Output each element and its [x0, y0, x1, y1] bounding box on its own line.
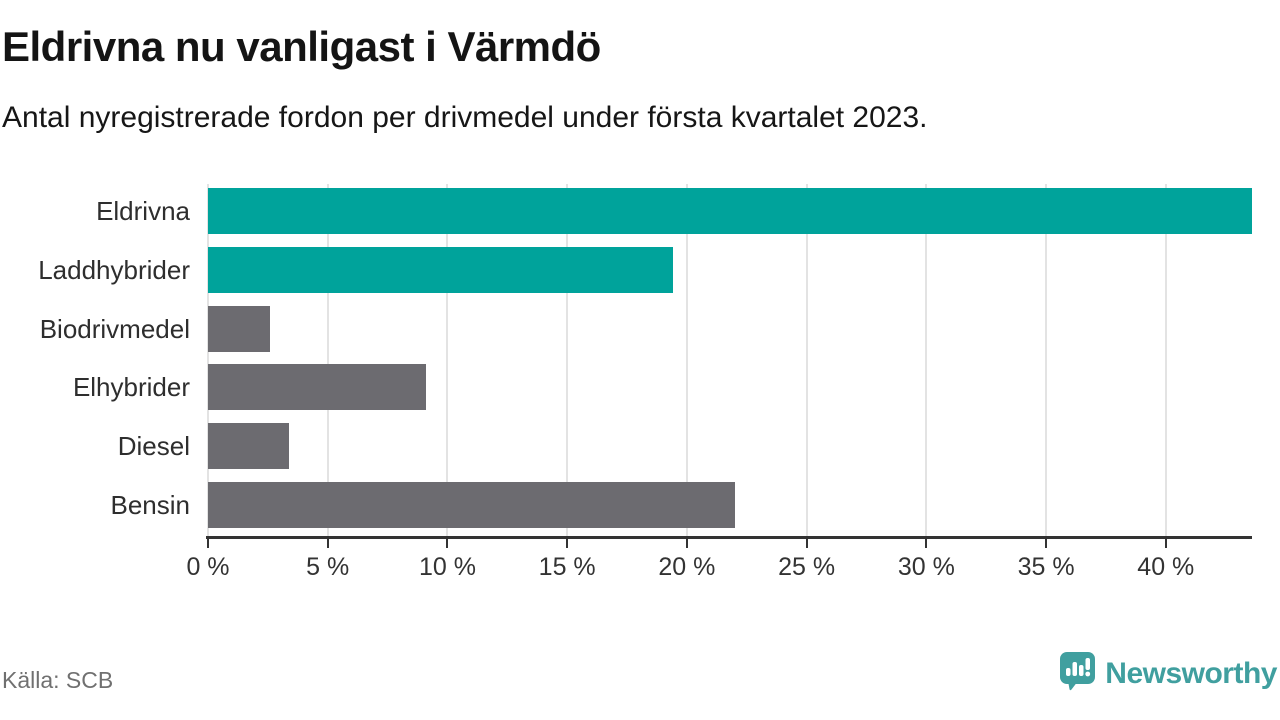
x-tick-label: 5 %	[306, 553, 350, 581]
x-axis-tick	[446, 539, 449, 548]
category-label-eldrivna: Eldrivna	[96, 196, 190, 227]
gridline-0	[207, 184, 209, 536]
source-text: Källa: SCB	[2, 667, 114, 693]
category-label-biodrivmedel: Biodrivmedel	[39, 313, 190, 344]
x-tick-label: 15 %	[538, 553, 596, 581]
chart-subtitle: Antal nyregistrerade fordon per drivmede…	[2, 101, 928, 134]
x-tick-label: 10 %	[418, 553, 476, 581]
x-axis-tick	[805, 539, 808, 548]
x-tick-label: 0 %	[186, 553, 230, 581]
gridline-30	[925, 184, 928, 536]
x-axis-tick	[566, 539, 569, 548]
bar-elhybrider	[208, 364, 426, 411]
category-label-elhybrider: Elhybrider	[72, 372, 190, 403]
chart-title: Eldrivna nu vanligast i Värmdö	[2, 23, 601, 70]
gridline-15	[566, 184, 569, 536]
gridline-25	[805, 184, 808, 536]
newsworthy-brand: Newsworthy	[1059, 651, 1277, 697]
bar-bensin	[208, 481, 735, 528]
gridline-20	[685, 184, 688, 536]
x-tick-label: 40 %	[1137, 553, 1195, 581]
category-label-diesel: Diesel	[117, 431, 190, 461]
gridline-10	[446, 184, 449, 536]
bar-chart: 0 % 5 % 10 % 15 % 20 % 25 % 30 % 35 % 40 % Eldriv…	[0, 184, 1280, 604]
plot-area	[207, 184, 1252, 536]
category-label-laddhybrider: Laddhybrider	[38, 255, 190, 285]
category-label-bensin: Bensin	[110, 489, 191, 520]
gridline-35	[1045, 184, 1048, 536]
x-axis-tick	[1164, 539, 1167, 548]
x-axis-tick	[326, 539, 329, 548]
x-axis-tick	[1045, 539, 1048, 548]
x-axis-tick	[685, 539, 688, 548]
bar-laddhybrider	[208, 247, 673, 293]
x-axis-tick	[925, 539, 928, 548]
x-tick-label: 20 %	[658, 553, 716, 581]
newsworthy-wordmark: Newsworthy	[1105, 657, 1277, 690]
x-tick-label: 30 %	[897, 553, 955, 581]
bar-chart-speech-bubble-icon	[1059, 651, 1096, 697]
x-axis-line	[206, 536, 1252, 539]
gridline-40	[1164, 184, 1167, 536]
bar-eldrivna	[208, 188, 1252, 235]
gridline-5	[326, 184, 329, 536]
x-axis-tick	[207, 539, 209, 548]
bar-biodrivmedel	[208, 305, 271, 352]
x-tick-label: 25 %	[778, 553, 836, 581]
bar-diesel	[208, 423, 290, 469]
x-tick-label: 35 %	[1017, 553, 1075, 581]
